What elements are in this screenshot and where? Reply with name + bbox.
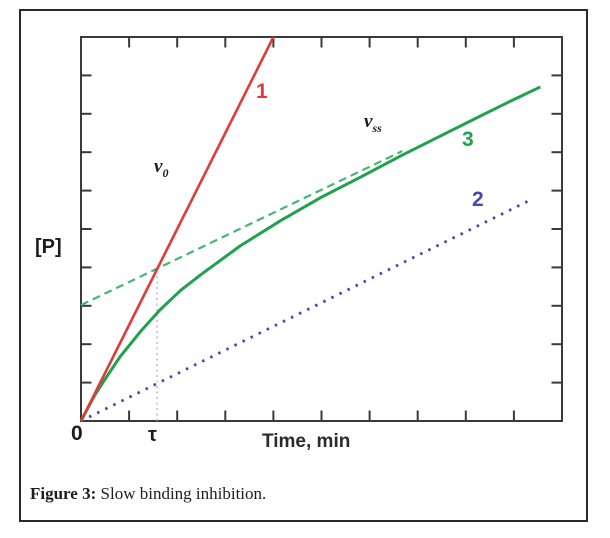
- figure-border-box: [19, 9, 588, 522]
- figure-caption: Figure 3: Slow binding inhibition.: [30, 484, 266, 504]
- series-control: [79, 36, 275, 422]
- vss-subscript: ss: [372, 120, 382, 135]
- v0-subscript: 0: [162, 165, 169, 180]
- tau-tick-label: τ: [148, 424, 157, 446]
- y-axis-label: [P]: [35, 236, 62, 258]
- axis-ticks: [82, 38, 561, 420]
- vss-annotation: vss: [364, 112, 382, 134]
- curve-3-label: 3: [462, 128, 474, 151]
- data-series: [79, 36, 542, 423]
- series-inhibited: [80, 198, 532, 423]
- curve-2-label: 2: [472, 188, 484, 211]
- curve-1-label: 1: [256, 80, 268, 103]
- series-slow_binding: [79, 85, 542, 422]
- v0-base: v: [154, 156, 163, 177]
- vss-base: v: [364, 111, 373, 132]
- figure-caption-label: Figure 3:: [30, 484, 97, 503]
- origin-tick-label: 0: [71, 422, 83, 445]
- v0-annotation: v0: [154, 157, 168, 179]
- figure-caption-text: Slow binding inhibition.: [96, 484, 267, 503]
- x-axis-label: Time, min: [262, 431, 351, 452]
- series-asymptote: [80, 150, 403, 307]
- plot-frame: [80, 36, 563, 422]
